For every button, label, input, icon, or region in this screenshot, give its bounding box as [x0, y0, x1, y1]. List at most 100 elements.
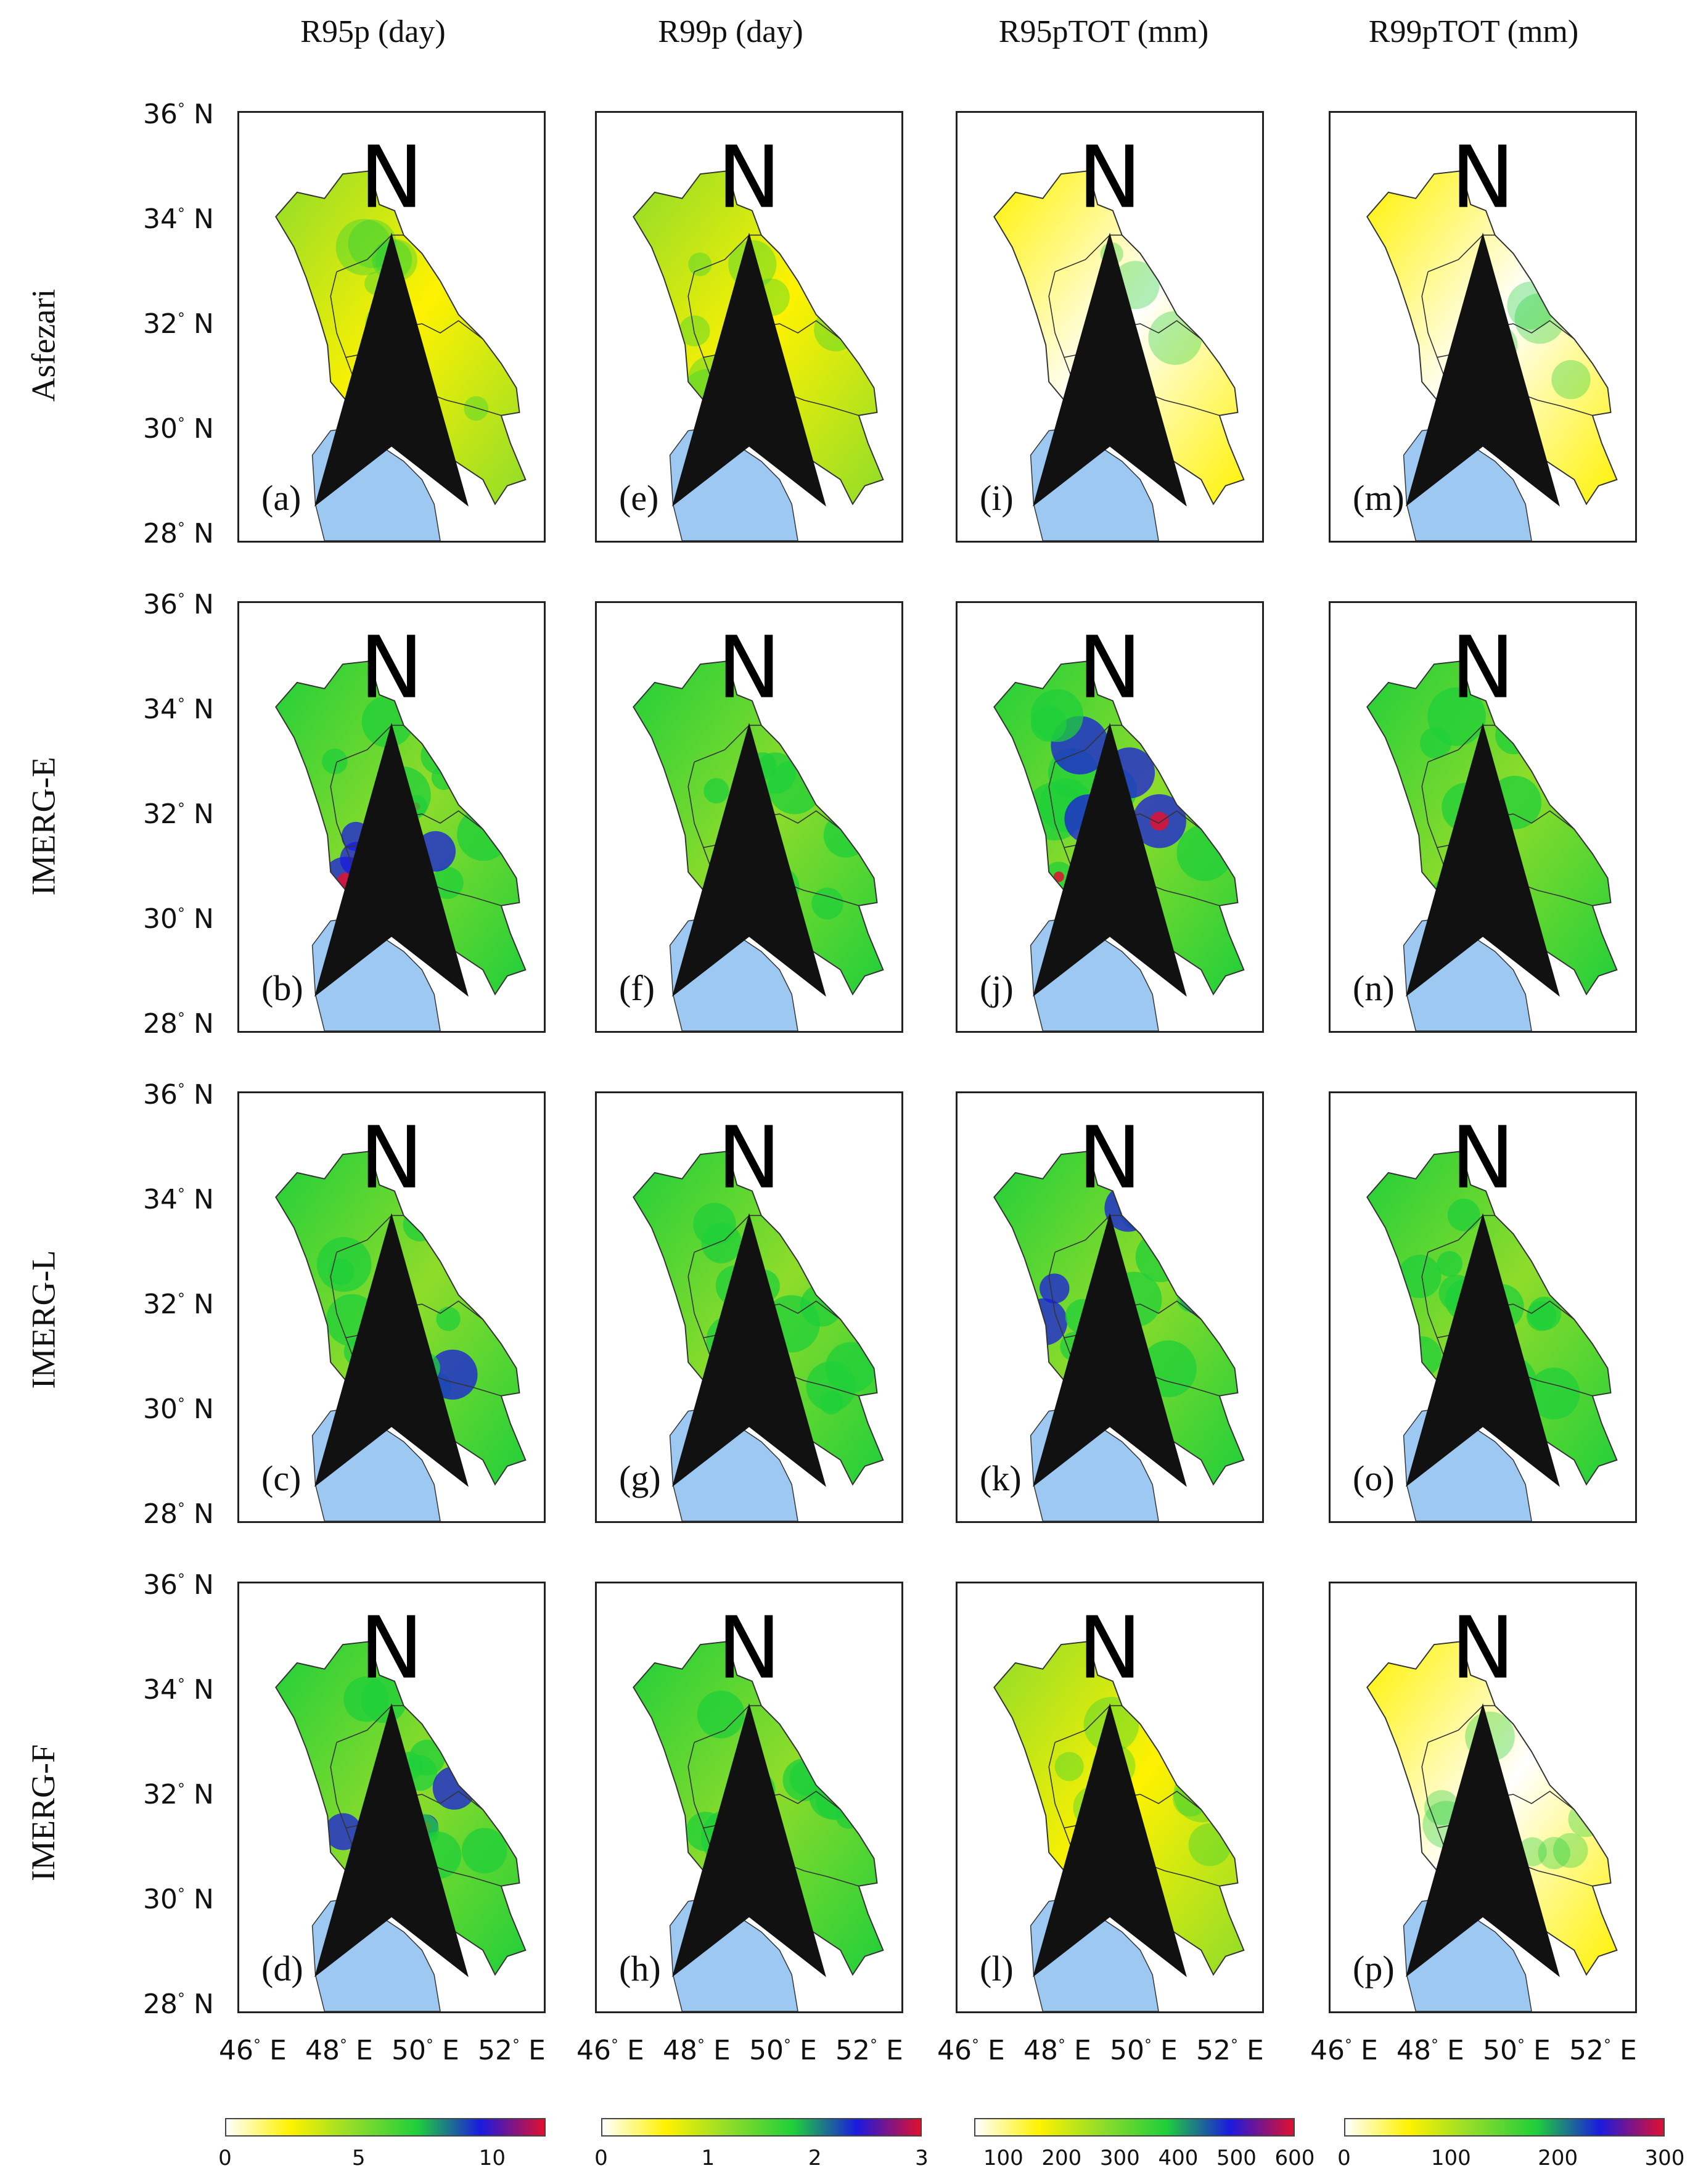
map-panel: N (n)	[1329, 601, 1637, 1033]
panel-label: (m)	[1353, 478, 1405, 518]
north-letter: N	[717, 618, 781, 718]
latitude-label: 30° N	[143, 1884, 214, 1915]
map-panel: N (p)	[1329, 1582, 1637, 2013]
longitude-label: 48° E	[1023, 2035, 1091, 2066]
north-arrow-icon: N	[1406, 128, 1560, 507]
north-letter: N	[359, 1598, 424, 1698]
latitude-label: 28° N	[143, 1008, 214, 1040]
latitude-label: 36° N	[143, 589, 214, 620]
map-panel: N (l)	[956, 1582, 1264, 2013]
province-outline	[993, 1641, 1245, 1976]
north-arrow-icon: N	[1033, 128, 1187, 507]
province-outline	[275, 1151, 527, 1486]
latitude-label: 32° N	[143, 308, 214, 340]
north-letter: N	[1078, 128, 1142, 228]
colorbar-tick-label: 300	[1099, 2146, 1140, 2170]
north-arrow-icon: N	[672, 1108, 826, 1487]
panel-label: (l)	[980, 1948, 1014, 1989]
colorbar-tick-label: 100	[983, 2146, 1023, 2170]
colorbar-tick-label: 300	[1644, 2146, 1685, 2170]
north-arrow-icon: N	[1033, 618, 1187, 997]
row-title-imerg-e: IMERG-E	[25, 757, 62, 896]
colorbar	[225, 2118, 546, 2137]
map-panel: N (e)	[595, 111, 903, 543]
province-outline	[1366, 1641, 1618, 1976]
colorbar-tick-label: 200	[1538, 2146, 1578, 2170]
panel-label: (b)	[261, 968, 303, 1008]
longitude-label: 46° E	[576, 2035, 644, 2066]
map-panel: N (a)	[237, 111, 546, 543]
longitude-label: 52° E	[835, 2035, 903, 2066]
north-letter: N	[359, 128, 424, 228]
colorbar	[601, 2118, 922, 2137]
latitude-label: 32° N	[143, 1779, 214, 1810]
map-panel: N (j)	[956, 601, 1264, 1033]
map-panel: N (f)	[595, 601, 903, 1033]
column-title-r95p: R95p (day)	[300, 14, 446, 49]
longitude-label: 50° E	[1110, 2035, 1178, 2066]
province-outline	[993, 170, 1245, 506]
map-panel: N (h)	[595, 1582, 903, 2013]
colorbar-tick-label: 1	[701, 2146, 715, 2170]
latitude-label: 30° N	[143, 413, 214, 445]
column-title-r95ptot: R95pTOT (mm)	[998, 14, 1209, 49]
longitude-label: 46° E	[1310, 2035, 1378, 2066]
longitude-label: 52° E	[478, 2035, 546, 2066]
colorbar	[1344, 2118, 1665, 2137]
latitude-label: 36° N	[143, 99, 214, 130]
north-letter: N	[1451, 1598, 1515, 1698]
north-arrow-icon: N	[1033, 1598, 1187, 1977]
north-letter: N	[1078, 1108, 1142, 1208]
north-letter: N	[1078, 1598, 1142, 1698]
latitude-label: 34° N	[143, 1674, 214, 1706]
north-letter: N	[1451, 1108, 1515, 1208]
map-panel: N (c)	[237, 1091, 546, 1523]
north-arrow-icon: N	[1406, 618, 1560, 997]
colorbar-tick-label: 10	[478, 2146, 506, 2170]
province-outline	[1366, 170, 1618, 506]
latitude-label: 32° N	[143, 798, 214, 830]
north-arrow-icon: N	[1406, 1598, 1560, 1977]
map-panel: N (d)	[237, 1582, 546, 2013]
north-arrow-icon: N	[314, 1598, 469, 1977]
panel-label: (a)	[261, 478, 301, 518]
colorbar-tick-label: 0	[594, 2146, 608, 2170]
north-letter: N	[359, 618, 424, 718]
longitude-label: 50° E	[1483, 2035, 1551, 2066]
colorbar-tick-label: 2	[808, 2146, 822, 2170]
province-outline	[633, 1151, 884, 1486]
longitude-label: 48° E	[663, 2035, 731, 2066]
latitude-label: 36° N	[143, 1569, 214, 1601]
longitude-label: 48° E	[1397, 2035, 1464, 2066]
north-letter: N	[1451, 128, 1515, 228]
row-title-imerg-l: IMERG-L	[25, 1250, 62, 1389]
longitude-label: 46° E	[219, 2035, 287, 2066]
latitude-label: 34° N	[143, 694, 214, 725]
column-title-r99ptot: R99pTOT (mm)	[1368, 14, 1579, 49]
panel-label: (j)	[980, 968, 1014, 1008]
north-letter: N	[717, 1108, 781, 1208]
map-panel: N (k)	[956, 1091, 1264, 1523]
latitude-label: 36° N	[143, 1079, 214, 1110]
province-outline	[1366, 660, 1618, 996]
north-arrow-icon: N	[672, 618, 826, 997]
north-letter: N	[359, 1108, 424, 1208]
latitude-label: 34° N	[143, 203, 214, 235]
row-title-imerg-f: IMERG-F	[25, 1744, 62, 1882]
colorbar-tick-label: 100	[1430, 2146, 1471, 2170]
province-outline	[993, 1151, 1245, 1486]
colorbar-tick-label: 200	[1041, 2146, 1082, 2170]
colorbar-tick-label: 500	[1216, 2146, 1257, 2170]
north-letter: N	[1078, 618, 1142, 718]
province-outline	[993, 660, 1245, 996]
map-panel: N (b)	[237, 601, 546, 1033]
province-outline	[633, 170, 884, 506]
latitude-label: 30° N	[143, 903, 214, 935]
colorbar-tick-label: 600	[1274, 2146, 1315, 2170]
intensity-field	[1025, 689, 1233, 930]
panel-label: (c)	[261, 1458, 301, 1498]
north-arrow-icon: N	[314, 128, 469, 507]
province-outline	[633, 1641, 884, 1976]
column-title-r99p: R99p (day)	[658, 14, 803, 49]
north-arrow-icon: N	[314, 1108, 469, 1487]
